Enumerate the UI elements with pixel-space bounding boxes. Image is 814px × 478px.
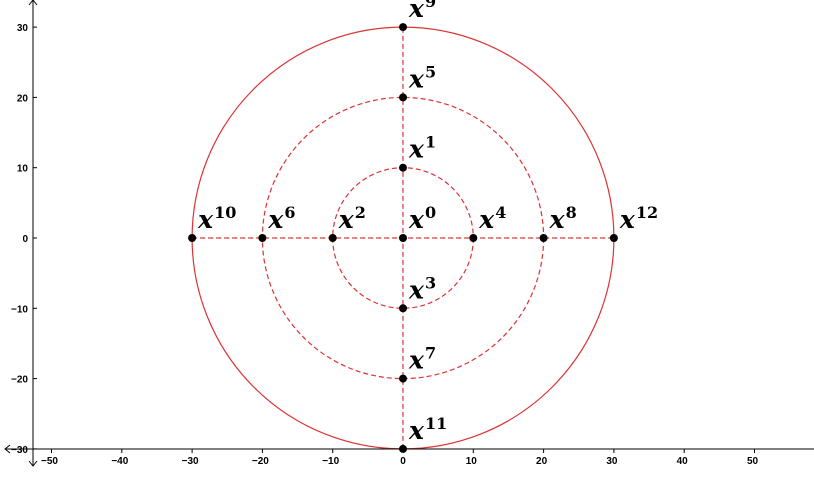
point-label-exponent: 4	[495, 203, 506, 222]
point-label-exponent: 1	[425, 133, 436, 152]
point-x3	[399, 304, 407, 313]
point-label-x5: x	[408, 64, 425, 93]
point-label-exponent: 9	[425, 0, 436, 11]
point-label-exponent: 11	[425, 414, 447, 433]
y-tick-label: 0	[22, 234, 28, 245]
x-tick-label: −10	[322, 456, 339, 467]
point-label-x12: x	[619, 205, 636, 234]
x-tick-label: −20	[252, 456, 269, 467]
point-label-x7: x	[408, 346, 425, 375]
x-tick-label: 40	[677, 456, 689, 467]
point-x4	[469, 234, 478, 242]
x-tick-label: 10	[466, 456, 478, 467]
x-tick-label: 50	[747, 456, 759, 467]
point-label-x1: x	[408, 135, 425, 164]
point-label-exponent: 2	[355, 203, 366, 222]
point-label-x2: x	[338, 205, 355, 234]
point-label-exponent: 0	[425, 203, 436, 222]
x-tick-label: 0	[400, 456, 406, 467]
point-label-exponent: 6	[284, 203, 295, 222]
point-x2	[328, 234, 337, 242]
point-x9	[399, 23, 407, 32]
point-x0	[399, 234, 407, 242]
point-x12	[609, 234, 618, 242]
point-label-exponent: 12	[636, 203, 658, 222]
x-tick-label: −50	[41, 456, 58, 467]
x-tick-label: 30	[606, 456, 618, 467]
y-tick-label: −10	[11, 304, 28, 315]
point-x7	[399, 374, 407, 383]
point-x11	[399, 444, 407, 453]
point-label-exponent: 5	[425, 62, 436, 81]
point-label-x10: x	[197, 205, 214, 234]
point-label-exponent: 10	[214, 203, 236, 222]
y-tick-label: −20	[11, 375, 28, 386]
point-label-exponent: 7	[425, 344, 436, 363]
y-axis-arrow-up-icon	[28, 0, 38, 6]
point-x6	[258, 234, 267, 242]
point-label-x0: x	[408, 205, 425, 234]
point-x10	[188, 234, 197, 242]
x-tick-label: −30	[182, 456, 199, 467]
point-label-x3: x	[408, 275, 425, 304]
point-label-x4: x	[478, 205, 495, 234]
y-tick-label: 30	[17, 23, 29, 34]
point-label-exponent: 3	[425, 273, 436, 292]
point-x5	[399, 93, 407, 102]
ticks: −50 −40 −30 −20 −10 0 10 20 30 40 503020100−10−20−…	[11, 23, 758, 467]
point-label-x6: x	[267, 205, 284, 234]
points: x 0x 1x 2x 3x 4x 5x 6x 7x 8x 9x 10x 11x 12	[188, 0, 658, 453]
y-axis-arrow-down-icon	[28, 460, 38, 467]
x-tick-label: −40	[111, 456, 128, 467]
point-x8	[539, 234, 548, 242]
point-x1	[399, 163, 407, 172]
y-tick-label: −30	[11, 445, 28, 456]
x-axis-arrow-icon	[4, 444, 11, 454]
axes	[4, 0, 814, 467]
point-label-exponent: 8	[566, 203, 577, 222]
y-tick-label: 20	[17, 93, 29, 104]
point-label-x11: x	[408, 416, 425, 445]
x-tick-label: 20	[536, 456, 548, 467]
point-label-x8: x	[549, 205, 566, 234]
y-tick-label: 10	[17, 164, 29, 175]
point-label-x9: x	[408, 0, 425, 23]
